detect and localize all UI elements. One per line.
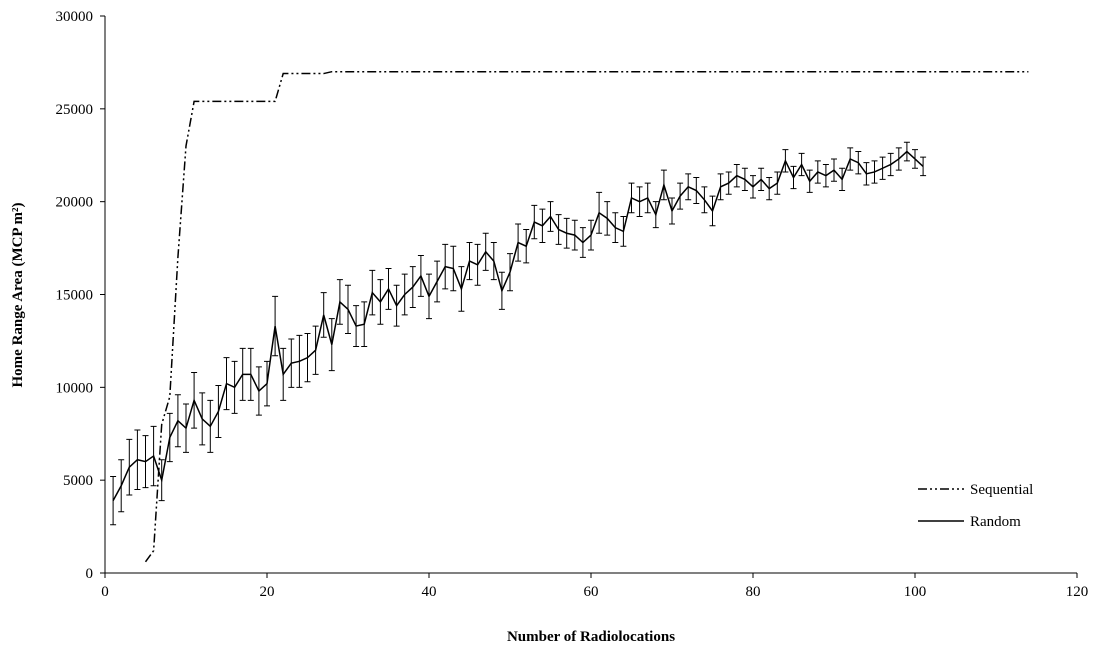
y-tick-label: 25000	[56, 102, 94, 118]
legend-label: Random	[970, 514, 1021, 530]
y-tick-label: 0	[86, 566, 94, 582]
y-tick-label: 15000	[56, 288, 94, 304]
x-tick-label: 60	[584, 584, 599, 600]
series-line	[112, 150, 924, 501]
x-tick-label: 120	[1066, 584, 1089, 600]
y-tick-label: 20000	[56, 195, 94, 211]
y-axis-label: Home Range Area (MCP m²)	[10, 202, 26, 387]
x-tick-label: 80	[746, 584, 761, 600]
y-tick-label: 10000	[56, 380, 94, 396]
error-bar	[920, 156, 927, 177]
legend-label: Sequential	[970, 482, 1033, 498]
series-line	[144, 70, 1029, 563]
error-bar	[110, 475, 117, 526]
x-axis-label: Number of Radiolocations	[507, 629, 675, 645]
x-tick-label: 100	[904, 584, 927, 600]
x-tick-label: 20	[260, 584, 275, 600]
y-tick-label: 30000	[56, 9, 94, 25]
x-tick-label: 40	[422, 584, 437, 600]
y-tick-label: 5000	[63, 473, 93, 489]
x-tick-label: 0	[101, 584, 109, 600]
